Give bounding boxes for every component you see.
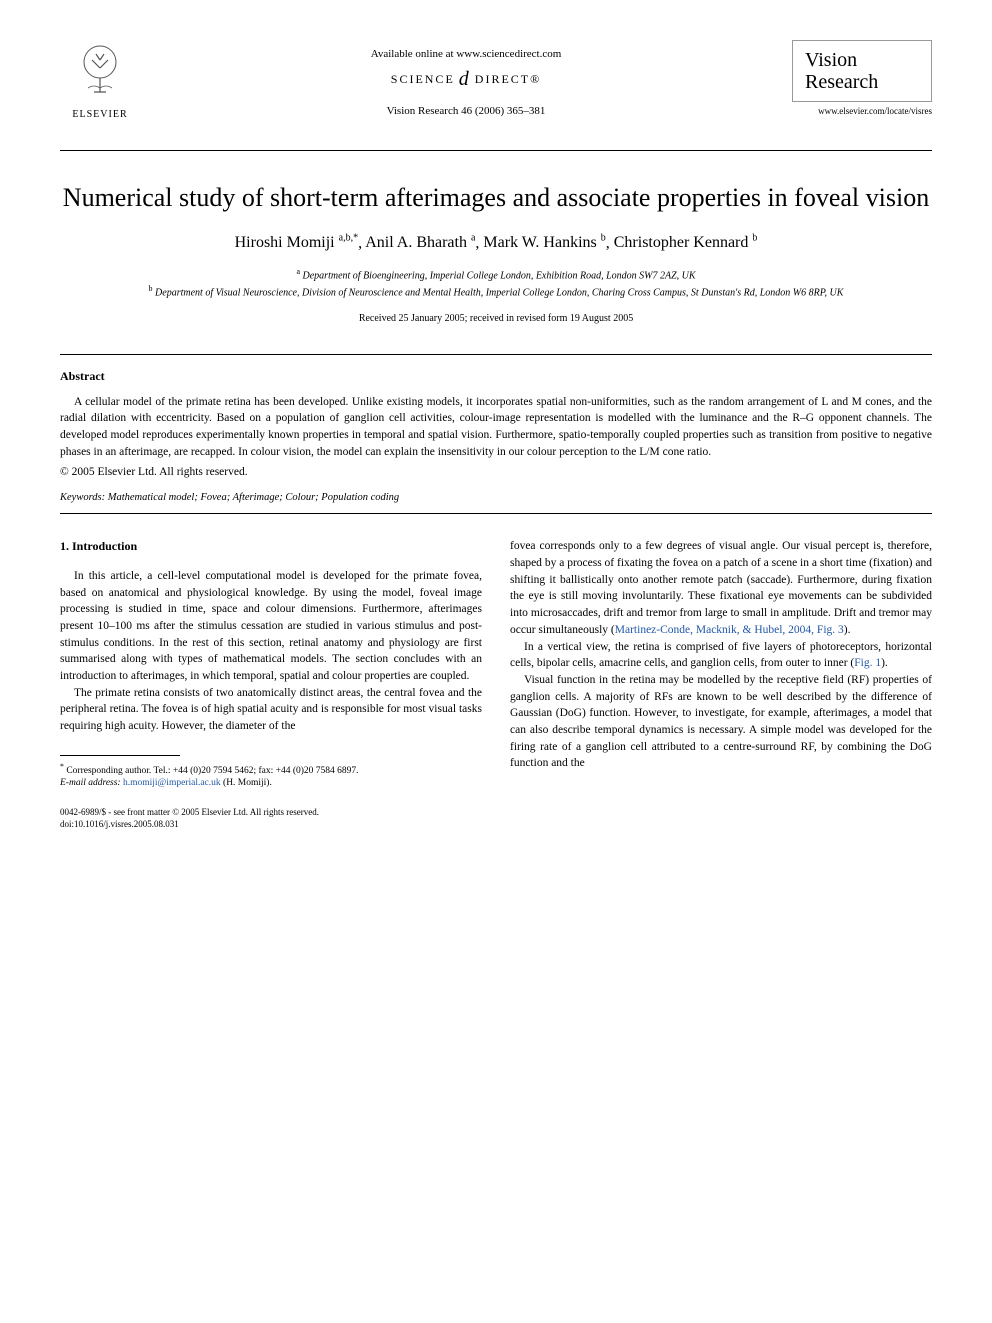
- abstract-top-divider: [60, 354, 932, 355]
- abstract-heading: Abstract: [60, 369, 932, 384]
- header-center: Available online at www.sciencedirect.co…: [140, 40, 792, 117]
- journal-title-box: Vision Research: [792, 40, 932, 102]
- body-columns: 1. Introduction In this article, a cell-…: [60, 538, 932, 830]
- email-footnote: E-mail address: h.momiji@imperial.ac.uk …: [60, 777, 482, 789]
- keywords-items: Mathematical model; Fovea; Afterimage; C…: [108, 492, 399, 503]
- intro-para-2: The primate retina consists of two anato…: [60, 685, 482, 735]
- affiliation-b: b Department of Visual Neuroscience, Div…: [60, 283, 932, 300]
- available-online-text: Available online at www.sciencedirect.co…: [140, 48, 792, 60]
- left-column: 1. Introduction In this article, a cell-…: [60, 538, 482, 830]
- issn-line: 0042-6989/$ - see front matter © 2005 El…: [60, 807, 482, 819]
- abstract-bottom-divider: [60, 513, 932, 514]
- article-title: Numerical study of short-term afterimage…: [60, 181, 932, 215]
- intro-para-5: Visual function in the retina may be mod…: [510, 672, 932, 772]
- journal-title-line1: Vision: [805, 49, 919, 71]
- sd-right: DIRECT®: [475, 72, 541, 87]
- abstract-copyright: © 2005 Elsevier Ltd. All rights reserved…: [60, 466, 932, 478]
- intro-para-4: In a vertical view, the retina is compri…: [510, 639, 932, 672]
- publisher-logo: ELSEVIER: [60, 40, 140, 120]
- section-1-heading: 1. Introduction: [60, 538, 482, 555]
- footer-issn-doi: 0042-6989/$ - see front matter © 2005 El…: [60, 807, 482, 830]
- affiliation-a: a Department of Bioengineering, Imperial…: [60, 266, 932, 283]
- intro-para-1: In this article, a cell-level computatio…: [60, 568, 482, 685]
- right-column: fovea corresponds only to a few degrees …: [510, 538, 932, 830]
- page-header: ELSEVIER Available online at www.science…: [60, 40, 932, 120]
- science-direct-logo: SCIENCE d DIRECT®: [140, 68, 792, 91]
- author-1: Hiroshi Momiji a,b,*: [235, 234, 358, 251]
- authors-line: Hiroshi Momiji a,b,*, Anil A. Bharath a,…: [60, 233, 932, 252]
- journal-title-line2: Research: [805, 71, 919, 93]
- keywords-label: Keywords:: [60, 492, 105, 503]
- article-dates: Received 25 January 2005; received in re…: [60, 313, 932, 324]
- author-4: Christopher Kennard b: [614, 234, 758, 251]
- footnote-divider: [60, 755, 180, 756]
- sd-at-icon: d: [459, 68, 471, 91]
- abstract-text: A cellular model of the primate retina h…: [60, 394, 932, 461]
- publisher-name: ELSEVIER: [60, 109, 140, 120]
- journal-reference: Vision Research 46 (2006) 365–381: [140, 105, 792, 117]
- citation-martinez-conde[interactable]: Martinez-Conde, Macknik, & Hubel, 2004, …: [615, 624, 844, 636]
- journal-badge: Vision Research www.elsevier.com/locate/…: [792, 40, 932, 116]
- author-3: Mark W. Hankins b: [483, 234, 605, 251]
- doi-line: doi:10.1016/j.visres.2005.08.031: [60, 819, 482, 831]
- intro-para-3: fovea corresponds only to a few degrees …: [510, 538, 932, 638]
- email-link[interactable]: h.momiji@imperial.ac.uk: [123, 778, 221, 788]
- author-2: Anil A. Bharath a: [365, 234, 475, 251]
- sd-left: SCIENCE: [391, 72, 455, 87]
- keywords-line: Keywords: Mathematical model; Fovea; Aft…: [60, 492, 932, 503]
- corresponding-author-footnote: * Corresponding author. Tel.: +44 (0)20 …: [60, 762, 482, 778]
- figure-1-ref[interactable]: Fig. 1: [854, 657, 881, 669]
- journal-url: www.elsevier.com/locate/visres: [792, 106, 932, 116]
- header-divider: [60, 150, 932, 151]
- elsevier-tree-icon: [70, 40, 130, 100]
- affiliations: a Department of Bioengineering, Imperial…: [60, 266, 932, 301]
